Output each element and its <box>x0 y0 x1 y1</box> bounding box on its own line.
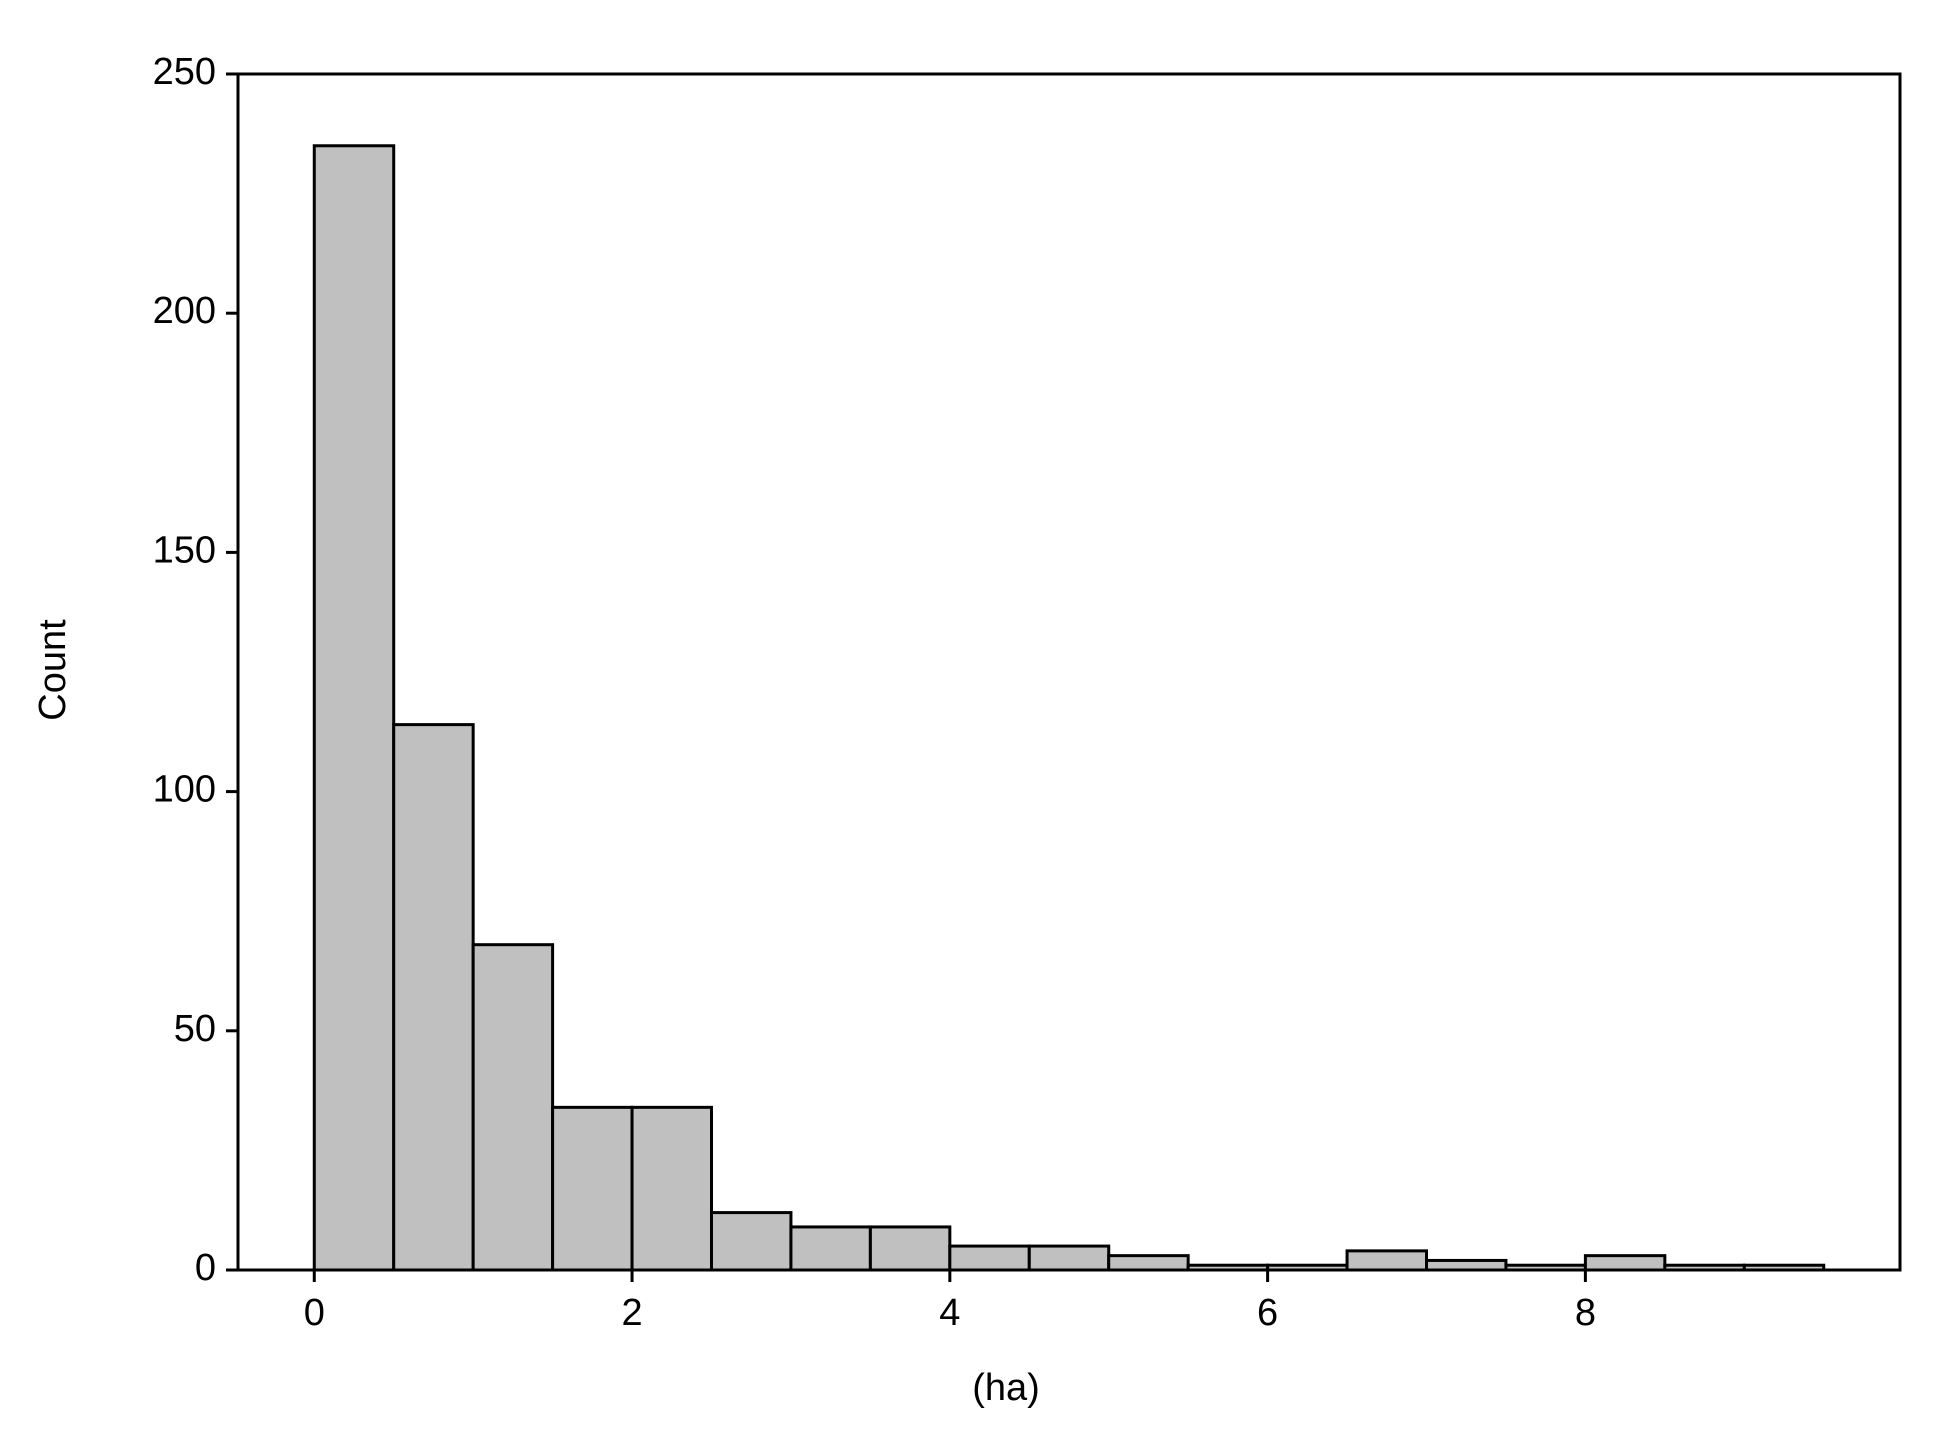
bar <box>630 1105 713 1272</box>
y-axis-label: Count <box>32 619 74 721</box>
y-tick-label: 200 <box>153 290 216 332</box>
bar <box>789 1225 872 1272</box>
bar <box>392 723 475 1272</box>
x-tick-label: 4 <box>939 1292 960 1334</box>
x-tick-label: 8 <box>1575 1292 1596 1334</box>
y-tick-label: 150 <box>153 529 216 571</box>
bar <box>551 1105 634 1272</box>
bar <box>868 1225 952 1272</box>
x-axis-label: (ha) <box>972 1367 1040 1409</box>
bar <box>709 1211 793 1272</box>
y-tick-label: 0 <box>195 1247 216 1289</box>
y-tick-label: 50 <box>174 1008 216 1050</box>
plot-frame <box>236 72 1902 1272</box>
bar <box>1107 1254 1190 1272</box>
bar <box>1345 1249 1429 1272</box>
y-tick-label: 100 <box>153 769 216 811</box>
x-tick-label: 6 <box>1257 1292 1278 1334</box>
x-tick-label: 0 <box>304 1292 325 1334</box>
bar <box>1027 1244 1111 1272</box>
bar <box>312 144 396 1272</box>
x-tick-label: 2 <box>621 1292 642 1334</box>
bar <box>1583 1254 1667 1272</box>
y-tick-label: 250 <box>153 51 216 93</box>
bar <box>948 1244 1031 1272</box>
bar <box>471 943 555 1272</box>
